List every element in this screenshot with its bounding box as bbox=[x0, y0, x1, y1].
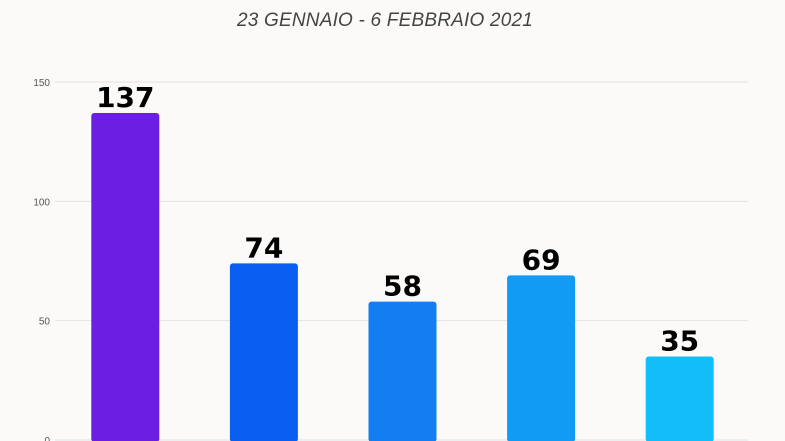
bar-value-label: 35 bbox=[660, 324, 699, 357]
y-tick-label: 100 bbox=[33, 197, 50, 208]
chart-subtitle: 23 GENNAIO - 6 FEBBRAIO 2021 bbox=[237, 10, 533, 31]
y-tick-label: 50 bbox=[39, 317, 51, 328]
y-tick-label: 0 bbox=[44, 436, 50, 441]
bar bbox=[645, 356, 714, 441]
bar bbox=[368, 301, 437, 441]
bar bbox=[91, 113, 160, 441]
bar-value-label: 69 bbox=[522, 243, 561, 276]
bar-value-label: 58 bbox=[383, 270, 422, 303]
bar-value-label: 137 bbox=[96, 81, 154, 114]
bar bbox=[507, 275, 576, 441]
y-tick-label: 150 bbox=[33, 78, 50, 89]
bar-value-label: 74 bbox=[244, 231, 283, 264]
bar bbox=[229, 263, 298, 441]
